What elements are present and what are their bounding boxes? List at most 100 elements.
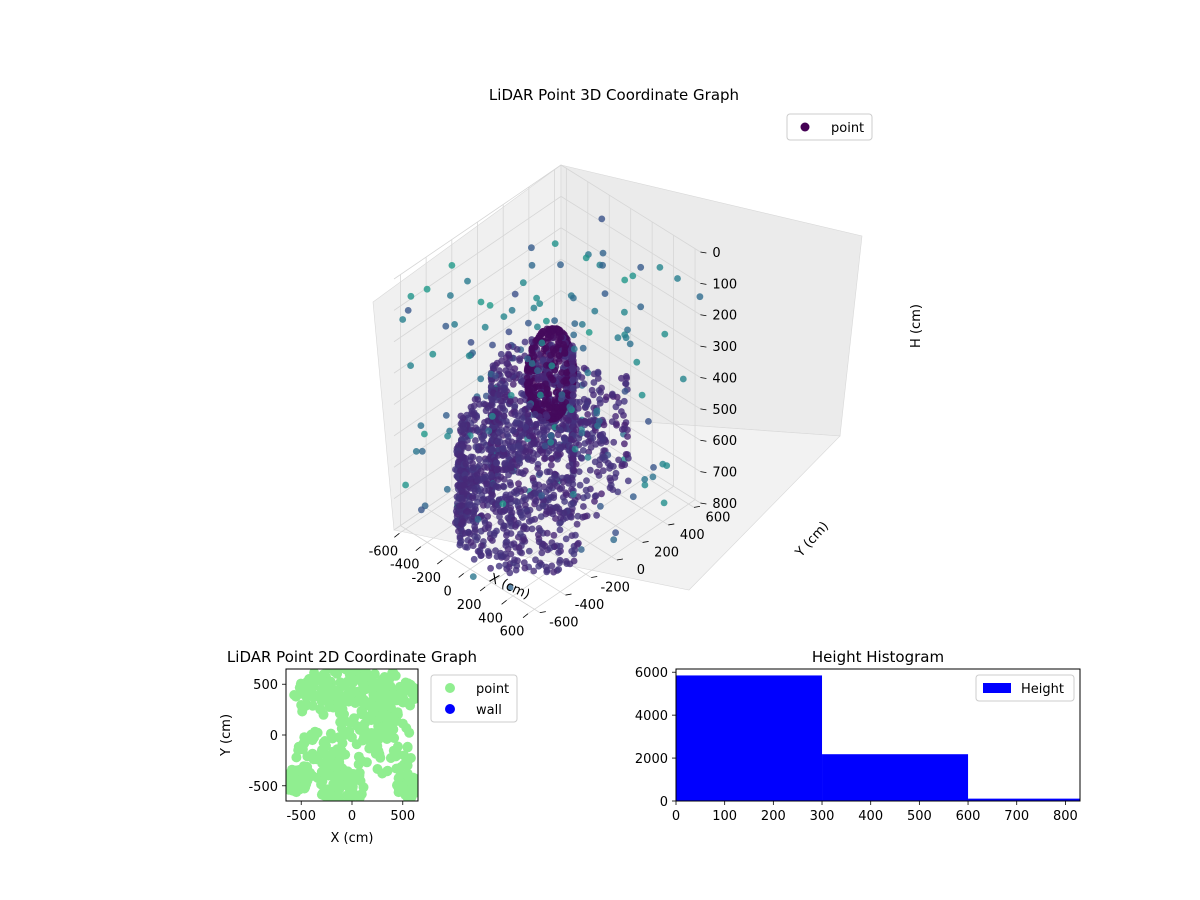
point-3d [482,401,489,408]
histogram-x-tick-label: 300 [810,809,835,824]
point-3d [495,562,503,570]
x-tick-3d [415,546,422,552]
point-3d [520,559,528,567]
point-2d [401,723,412,733]
point-3d [477,467,485,475]
point-3d [526,402,533,410]
point-3d [503,354,510,361]
point-3d [608,391,616,399]
point-3d [507,398,514,405]
point-3d [531,343,539,351]
point-3d [553,503,561,511]
point-3d [517,530,524,538]
point-2d [351,739,362,750]
point-3d [562,535,570,543]
point-2d [321,761,332,772]
point-3d [470,507,478,515]
legend-histogram-swatch [983,683,1011,693]
point-3d [512,523,519,530]
point-3d [520,494,528,501]
point-3d [569,376,577,384]
x-tick-3d [522,613,529,618]
point-3d [535,382,543,390]
plot-3d-title: LiDAR Point 3D Coordinate Graph [489,86,739,104]
point-3d [618,426,626,433]
point-2d [287,764,297,775]
point-3d [603,393,610,401]
point-3d [515,457,523,464]
point-3d [507,392,515,399]
y-tick-label-2d: 0 [270,729,278,744]
point-3d [532,420,540,428]
ticks-2d: -500 -500 0 0 500 500 [248,678,415,824]
point-3d [536,527,544,534]
grid-backright-z [560,227,701,316]
histogram-bar [822,754,969,801]
point-3d [540,346,548,353]
point-3d [501,506,508,514]
point-2d [378,710,389,721]
legend-3d: point [786,113,873,141]
point-3d [512,566,520,574]
point-3d [568,532,576,539]
point-3d [548,455,555,463]
point-3d [561,436,569,444]
point-3d [551,396,559,403]
point-3d [538,339,546,347]
point-3d [576,481,584,489]
point-3d [548,539,556,547]
point-3d [645,418,652,425]
point-3d [560,378,567,385]
legend-3d-marker [800,122,810,132]
point-3d [542,411,550,419]
point-3d [560,349,568,357]
x-tick-3d [501,599,507,605]
point-3d [520,525,527,533]
point-3d [486,302,494,309]
point-3d [537,391,544,399]
point-3d [418,447,426,455]
point-2d [315,704,326,715]
point-3d [604,459,612,467]
point-3d [477,375,485,383]
y-axis-label-3d: Y (cm) [792,519,832,561]
point-3d [417,422,425,429]
point-3d [551,240,559,248]
point-3d [522,448,530,455]
point-3d [573,520,581,528]
point-3d [582,486,590,494]
histogram-x-tick-label: 600 [956,809,981,824]
z-tick-label-3d: 0 [712,246,720,261]
point-3d [534,323,541,331]
point-3d [501,459,509,467]
point-2d [309,669,320,678]
point-3d [521,338,529,346]
point-3d [545,486,553,493]
point-3d [515,480,522,488]
point-3d [542,390,550,397]
point-3d [469,411,477,418]
point-3d [595,417,603,425]
point-3d [580,364,588,372]
y-tick-label-3d: 400 [680,528,705,543]
point-2d [407,784,418,795]
point-2d [286,782,292,793]
point-3d [543,362,550,369]
point-3d [476,546,484,554]
point-3d [572,460,580,468]
point-3d [679,375,687,383]
z-axis-label-3d: H (cm) [909,304,924,348]
point-3d [598,490,605,498]
point-3d [638,391,646,399]
point-3d [543,568,551,576]
point-3d [457,537,465,545]
point-3d [593,468,601,476]
point-3d [622,334,630,342]
point-3d [472,443,480,451]
point-3d [402,481,409,489]
point-3d [499,482,507,490]
point-3d [641,476,649,483]
point-3d [462,475,470,483]
y-tick-3d [539,611,546,614]
point-3d [520,536,528,543]
